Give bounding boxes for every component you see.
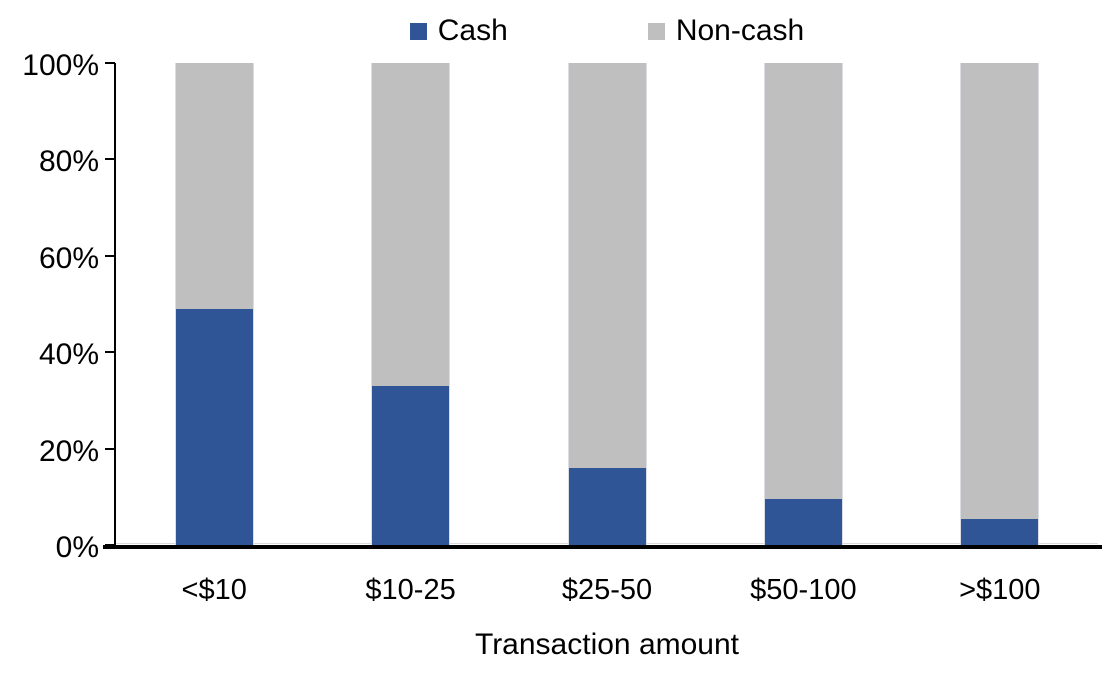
bar-segment-non-cash (764, 63, 842, 500)
x-tick-label: $10-25 (365, 574, 456, 606)
x-tick-label: <$10 (181, 574, 247, 606)
y-axis-tick (105, 254, 115, 257)
bar--50-100 (763, 63, 843, 545)
x-tick-label: $50-100 (750, 574, 857, 606)
y-axis-tick (105, 158, 115, 161)
x-axis-line (103, 545, 1102, 549)
x-tick-label: >$100 (959, 574, 1041, 606)
bar--10 (174, 63, 254, 545)
legend-item-cash: Cash (409, 13, 508, 49)
y-tick-label: 40% (38, 338, 99, 372)
y-tick-label: 20% (38, 434, 99, 468)
bar-segment-cash (568, 467, 646, 545)
legend-label: Non-cash (675, 14, 805, 47)
y-tick-label: 60% (38, 241, 99, 275)
bar-segment-non-cash (372, 63, 450, 386)
bar-segment-non-cash (961, 63, 1039, 519)
bar-segment-non-cash (568, 63, 646, 468)
bar-segment-cash (961, 518, 1039, 545)
y-tick-label: 100% (22, 49, 99, 82)
bar--10-25 (371, 63, 451, 545)
bar--25-50 (567, 63, 647, 545)
chart-legend: Cash Non-cash (116, 13, 1098, 49)
y-axis-tick (105, 447, 115, 450)
y-tick-label: 80% (38, 145, 99, 179)
bar--100 (960, 63, 1040, 545)
x-tick-label: $25-50 (561, 574, 653, 606)
bar-segment-non-cash (175, 63, 253, 309)
legend-item-non-cash: Non-cash (647, 13, 805, 49)
x-axis-title: Transaction amount (474, 628, 740, 661)
y-axis-tick (105, 62, 115, 64)
y-tick-label: 0% (55, 531, 99, 564)
bar-segment-cash (175, 308, 253, 545)
legend-label: Cash (437, 14, 508, 47)
legend-swatch-cash (409, 22, 427, 40)
bar-segment-cash (764, 499, 842, 545)
plot-area (116, 63, 1098, 545)
y-axis-line (114, 63, 116, 549)
y-axis-tick (105, 351, 115, 354)
legend-swatch-non-cash (647, 22, 665, 40)
bar-segment-cash (372, 385, 450, 545)
